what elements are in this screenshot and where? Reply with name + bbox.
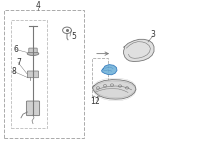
- Text: 7: 7: [16, 58, 21, 67]
- FancyBboxPatch shape: [27, 71, 39, 78]
- FancyBboxPatch shape: [29, 48, 37, 53]
- Text: 5: 5: [71, 32, 76, 41]
- Bar: [92, 58, 108, 96]
- Polygon shape: [92, 80, 136, 99]
- Ellipse shape: [27, 52, 39, 55]
- Text: 6: 6: [13, 45, 18, 54]
- Text: 1: 1: [91, 97, 95, 106]
- Bar: [11, 20, 47, 128]
- Bar: [4, 10, 84, 138]
- Text: 8: 8: [11, 67, 16, 76]
- Text: 2: 2: [95, 97, 99, 106]
- Text: 3: 3: [151, 30, 155, 39]
- Polygon shape: [102, 65, 117, 75]
- Polygon shape: [124, 39, 154, 61]
- Text: 4: 4: [36, 1, 40, 10]
- FancyBboxPatch shape: [26, 101, 40, 116]
